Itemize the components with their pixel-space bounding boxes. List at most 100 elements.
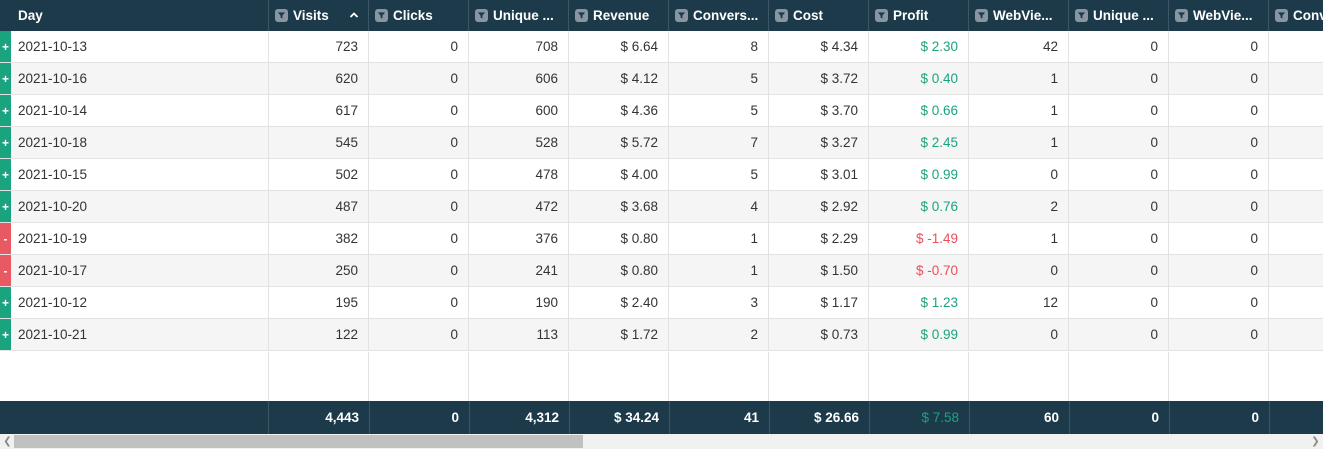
total-webviews-2: 0	[1170, 401, 1270, 434]
grid-empty-area	[0, 352, 1323, 401]
cell-unique-2: 0	[1069, 159, 1169, 190]
expand-row-icon[interactable]: +	[0, 127, 11, 158]
column-header-unique[interactable]: Unique ...	[469, 0, 569, 31]
scroll-right-icon[interactable]: ❯	[1311, 436, 1320, 447]
cell-visits: 250	[269, 255, 369, 286]
column-header-label: Day	[18, 8, 43, 23]
cell-day: +2021-10-18	[0, 127, 269, 158]
filter-icon[interactable]	[1275, 9, 1288, 22]
filter-icon[interactable]	[275, 9, 288, 22]
table-row[interactable]: -2021-10-19 382 0 376 $ 0.80 1 $ 2.29 $ -1.49 1 0…	[0, 223, 1323, 255]
cell-cost: $ 2.29	[769, 223, 869, 254]
cell-revenue: $ 4.12	[569, 63, 669, 94]
table-row[interactable]: +2021-10-13 723 0 708 $ 6.64 8 $ 4.34 $ 2.30 42 0…	[0, 31, 1323, 63]
cell-webviews-2: 0	[1169, 95, 1269, 126]
cell-cost: $ 3.70	[769, 95, 869, 126]
column-header-visits[interactable]: Visits	[269, 0, 369, 31]
expand-row-icon[interactable]: +	[0, 319, 11, 350]
cell-profit: $ 1.23	[869, 287, 969, 318]
sort-ascending-icon[interactable]	[348, 9, 360, 21]
table-row[interactable]: +2021-10-12 195 0 190 $ 2.40 3 $ 1.17 $ 1.23 12 0…	[0, 287, 1323, 319]
column-header-profit[interactable]: Profit	[869, 0, 969, 31]
cell-unique: 528	[469, 127, 569, 158]
cell-visits: 122	[269, 319, 369, 350]
filter-icon[interactable]	[375, 9, 388, 22]
table-row[interactable]: +2021-10-14 617 0 600 $ 4.36 5 $ 3.70 $ 0.66 1 0 0	[0, 95, 1323, 127]
total-conversions: 41	[670, 401, 770, 434]
cell-unique-2: 0	[1069, 31, 1169, 62]
collapse-row-icon[interactable]: -	[0, 255, 11, 286]
cell-conv	[1269, 127, 1323, 158]
day-label: 2021-10-21	[18, 327, 88, 342]
table-row[interactable]: +2021-10-21 122 0 113 $ 1.72 2 $ 0.73 $ 0.99 0 0 0	[0, 319, 1323, 351]
column-header-webviews-2[interactable]: WebVie...	[1169, 0, 1269, 31]
total-revenue: $ 34.24	[570, 401, 670, 434]
expand-row-icon[interactable]: +	[0, 95, 11, 126]
column-header-label: WebVie...	[993, 8, 1053, 23]
cell-visits: 620	[269, 63, 369, 94]
collapse-row-icon[interactable]: -	[0, 223, 11, 254]
filter-icon[interactable]	[975, 9, 988, 22]
table-row[interactable]: +2021-10-16 620 0 606 $ 4.12 5 $ 3.72 $ 0.40 1 0 0	[0, 63, 1323, 95]
cell-visits: 195	[269, 287, 369, 318]
expand-row-icon[interactable]: +	[0, 191, 11, 222]
column-header-cost[interactable]: Cost	[769, 0, 869, 31]
total-clicks: 0	[370, 401, 470, 434]
cell-cost: $ 0.73	[769, 319, 869, 350]
scroll-left-icon[interactable]: ❮	[3, 436, 12, 447]
filter-icon[interactable]	[675, 9, 688, 22]
table-row[interactable]: +2021-10-20 487 0 472 $ 3.68 4 $ 2.92 $ 0.76 2 0 0	[0, 191, 1323, 223]
cell-revenue: $ 0.80	[569, 255, 669, 286]
total-webviews: 60	[970, 401, 1070, 434]
day-label: 2021-10-17	[18, 263, 88, 278]
filter-icon[interactable]	[875, 9, 888, 22]
expand-row-icon[interactable]: +	[0, 63, 11, 94]
cell-clicks: 0	[369, 287, 469, 318]
expand-row-icon[interactable]: +	[0, 31, 11, 62]
cell-day: +2021-10-15	[0, 159, 269, 190]
table-row[interactable]: -2021-10-17 250 0 241 $ 0.80 1 $ 1.50 $ -0.70 0 0…	[0, 255, 1323, 287]
column-header-unique-2[interactable]: Unique ...	[1069, 0, 1169, 31]
column-header-day[interactable]: Day	[0, 0, 269, 31]
filter-icon[interactable]	[1075, 9, 1088, 22]
cell-visits: 723	[269, 31, 369, 62]
column-header-conversions[interactable]: Convers...	[669, 0, 769, 31]
cell-webviews: 1	[969, 95, 1069, 126]
cell-webviews-2: 0	[1169, 191, 1269, 222]
column-header-revenue[interactable]: Revenue	[569, 0, 669, 31]
horizontal-scrollbar[interactable]: ❮ ❯	[0, 434, 1323, 449]
cell-unique-2: 0	[1069, 319, 1169, 350]
cell-clicks: 0	[369, 127, 469, 158]
table-row[interactable]: +2021-10-15 502 0 478 $ 4.00 5 $ 3.01 $ 0.99 0 0 0	[0, 159, 1323, 191]
cell-visits: 545	[269, 127, 369, 158]
column-header-webviews[interactable]: WebVie...	[969, 0, 1069, 31]
cell-profit: $ -1.49	[869, 223, 969, 254]
filter-icon[interactable]	[1175, 9, 1188, 22]
column-header-conv[interactable]: Conv	[1269, 0, 1323, 31]
total-day	[0, 401, 269, 434]
cell-profit: $ 0.76	[869, 191, 969, 222]
cell-unique: 472	[469, 191, 569, 222]
cell-visits: 382	[269, 223, 369, 254]
table-row[interactable]: +2021-10-18 545 0 528 $ 5.72 7 $ 3.27 $ 2.45 1 0 0	[0, 127, 1323, 159]
cell-day: +2021-10-21	[0, 319, 269, 350]
scrollbar-thumb[interactable]	[14, 435, 583, 448]
cell-unique: 708	[469, 31, 569, 62]
cell-unique: 606	[469, 63, 569, 94]
cell-webviews-2: 0	[1169, 63, 1269, 94]
cell-unique: 376	[469, 223, 569, 254]
cell-unique: 478	[469, 159, 569, 190]
expand-row-icon[interactable]: +	[0, 287, 11, 318]
day-label: 2021-10-18	[18, 135, 88, 150]
expand-row-icon[interactable]: +	[0, 159, 11, 190]
filter-icon[interactable]	[575, 9, 588, 22]
cell-webviews: 1	[969, 127, 1069, 158]
cell-cost: $ 1.17	[769, 287, 869, 318]
filter-icon[interactable]	[775, 9, 788, 22]
column-header-clicks[interactable]: Clicks	[369, 0, 469, 31]
cell-clicks: 0	[369, 319, 469, 350]
day-label: 2021-10-16	[18, 71, 88, 86]
cell-webviews-2: 0	[1169, 319, 1269, 350]
filter-icon[interactable]	[475, 9, 488, 22]
